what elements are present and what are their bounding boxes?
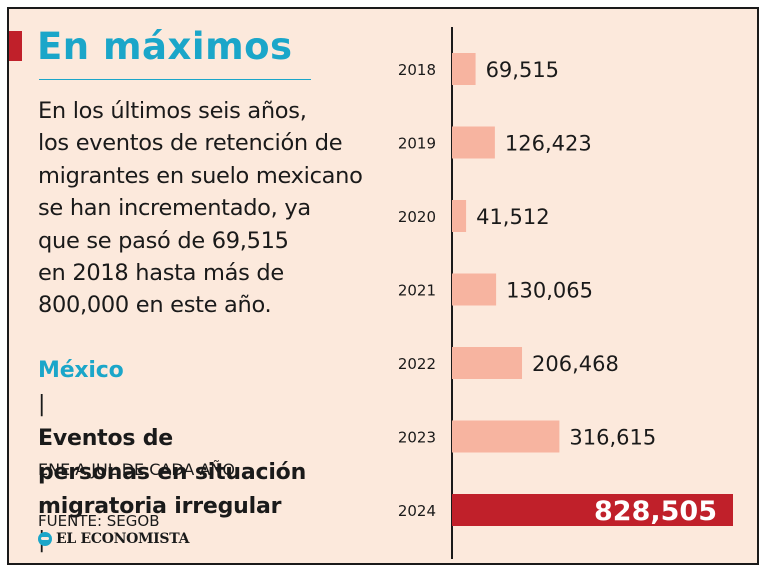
chart-country: México	[38, 358, 124, 383]
chart-title-part-2: personas en situación	[38, 460, 307, 485]
headline-divider	[39, 79, 311, 80]
brand-name: EL ECONOMISTA	[56, 531, 190, 547]
description-line: En los últimos seis años,	[38, 98, 307, 124]
year-label-2018: 2018	[398, 61, 436, 79]
chart-title-part-3: migratoria irregular	[38, 494, 282, 519]
year-label-2020: 2020	[398, 208, 436, 226]
value-label-2022: 206,468	[532, 352, 619, 376]
description: En los últimos seis años, los eventos de…	[38, 95, 378, 322]
value-label-2019: 126,423	[505, 132, 592, 156]
year-label-2019: 2019	[398, 135, 436, 153]
description-line: que se pasó de 69,515	[38, 227, 289, 254]
bar-chart: 2018 69,515 2019 126,423 2020 41,512 2021 130,0…	[398, 53, 733, 527]
infographic-frame: En máximos En los últimos seis años, los…	[7, 7, 759, 565]
year-label-2024: 2024	[398, 502, 436, 520]
description-line: migrantes en suelo mexicano	[38, 162, 363, 189]
brand-swirl-icon	[38, 532, 52, 546]
chart-heading-line-3: migratoria irregular |	[38, 490, 383, 558]
value-label-2023: 316,615	[569, 426, 656, 450]
source-credit: FUENTE: SEGOB	[38, 512, 160, 530]
description-line: en 2018 hasta más de	[38, 260, 284, 287]
description-line: 800,000 en este año.	[38, 292, 272, 319]
bar-2021	[452, 273, 497, 306]
year-label-2022: 2022	[398, 355, 436, 373]
chart-title-part-1: Eventos de	[38, 426, 174, 451]
chart-period: ENE A JUL DE CADA AÑO	[38, 460, 235, 479]
chart-heading-line-1: México | Eventos de	[38, 354, 383, 456]
value-label-2024: 828,505	[594, 496, 717, 527]
year-label-2023: 2023	[398, 429, 436, 447]
headline: En máximos	[37, 25, 293, 68]
brand-logo: EL ECONOMISTA	[38, 531, 189, 547]
value-label-2018: 69,515	[486, 58, 559, 82]
bar-2019	[452, 126, 495, 159]
bar-2024	[452, 494, 733, 526]
bar-2020	[452, 200, 467, 232]
bar-2023	[452, 420, 560, 453]
bar-2018	[452, 53, 476, 85]
bar-2022	[452, 347, 523, 379]
heading-separator: |	[38, 392, 46, 417]
title-accent-bar	[9, 31, 22, 61]
value-label-2021: 130,065	[506, 279, 593, 303]
description-line: se han incrementado, ya	[38, 195, 311, 222]
year-label-2021: 2021	[398, 282, 436, 300]
chart-heading: México | Eventos de personas en situació…	[38, 354, 383, 558]
value-label-2020: 41,512	[476, 205, 549, 229]
description-line: los eventos de retención de	[38, 130, 343, 157]
